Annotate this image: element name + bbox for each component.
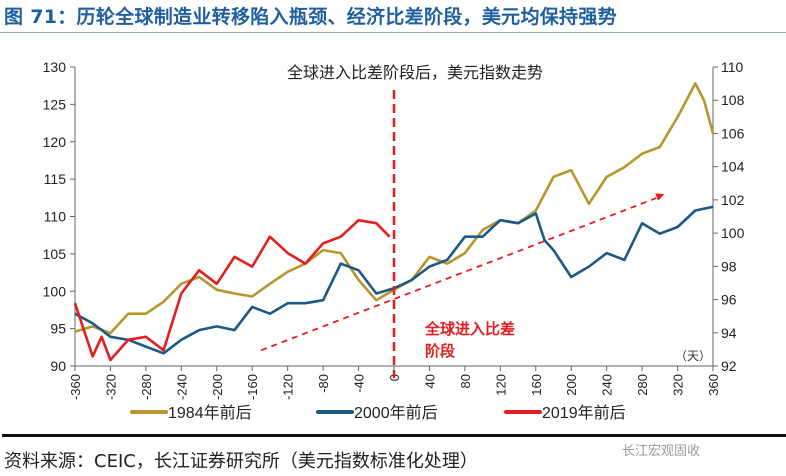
source-divider — [2, 434, 786, 437]
x-tick-label: 160 — [529, 374, 544, 396]
figure-title: 图 71：历轮全球制造业转移陷入瓶颈、经济比差阶段，美元均保持强势 — [4, 6, 617, 28]
x-unit-label: （天） — [675, 349, 711, 363]
x-tick-label: -360 — [68, 374, 83, 400]
right-tick-label: 100 — [721, 225, 745, 241]
left-tick-label: 130 — [43, 59, 67, 75]
x-tick-label: -120 — [281, 374, 296, 400]
x-tick-label: 80 — [458, 374, 473, 388]
left-tick-label: 90 — [50, 358, 66, 374]
right-tick-label: 104 — [721, 159, 745, 175]
x-tick-label: 320 — [671, 374, 686, 396]
title-divider — [0, 32, 786, 33]
x-tick-label: -160 — [245, 374, 260, 400]
right-tick-label: 110 — [721, 59, 744, 75]
right-tick-label: 94 — [721, 325, 737, 341]
left-tick-label: 100 — [43, 283, 67, 299]
trend-arrow-line — [260, 197, 657, 352]
x-tick-label: -320 — [103, 374, 118, 400]
chart-title: 全球进入比差阶段后，美元指数走势 — [287, 64, 543, 82]
chart: 90 95 100 105 110 115 120 125 130 92 94 96 98 100 102 1… — [43, 59, 745, 422]
series-line-2000年前后 — [74, 205, 714, 355]
watermark: 长江宏观固收 — [622, 444, 701, 459]
x-tick-label: -200 — [210, 374, 225, 400]
legend-label: 2019年前后 — [542, 404, 626, 422]
right-tick-label: 108 — [721, 92, 745, 108]
series-line-2019年前后 — [73, 218, 391, 362]
stage-annotation-line2: 阶段 — [425, 342, 455, 360]
trend-arrow-head-icon — [655, 193, 665, 201]
right-tick-label: 96 — [721, 292, 737, 308]
x-tick-label: 360 — [706, 374, 721, 396]
x-tick-label: -240 — [174, 374, 189, 400]
legend-label: 1984年前后 — [168, 404, 252, 422]
stage-annotation-line1: 全球进入比差 — [424, 320, 515, 338]
x-tick-label: 120 — [493, 374, 508, 396]
left-tick-label: 115 — [44, 171, 67, 187]
left-tick-label: 110 — [44, 209, 67, 225]
right-tick-label: 92 — [721, 358, 737, 374]
left-tick-label: 125 — [43, 96, 67, 112]
left-tick-label: 95 — [50, 321, 66, 337]
x-tick-label: 200 — [564, 374, 579, 396]
x-tick-label: -280 — [139, 374, 154, 400]
x-tick-label: -40 — [352, 374, 367, 393]
legend-label: 2000年前后 — [354, 404, 438, 422]
left-tick-label: 120 — [43, 134, 67, 150]
right-tick-label: 106 — [721, 125, 745, 141]
right-tick-label: 102 — [721, 192, 745, 208]
right-tick-label: 98 — [721, 258, 737, 274]
left-tick-label: 105 — [43, 246, 67, 262]
source-note: 资料来源：CEIC，长江证券研究所（美元指数标准化处理） — [4, 451, 478, 472]
x-tick-label: 40 — [422, 374, 437, 388]
x-tick-label: 280 — [635, 374, 650, 396]
x-tick-label: 240 — [600, 374, 615, 396]
x-tick-label: -80 — [316, 374, 331, 393]
